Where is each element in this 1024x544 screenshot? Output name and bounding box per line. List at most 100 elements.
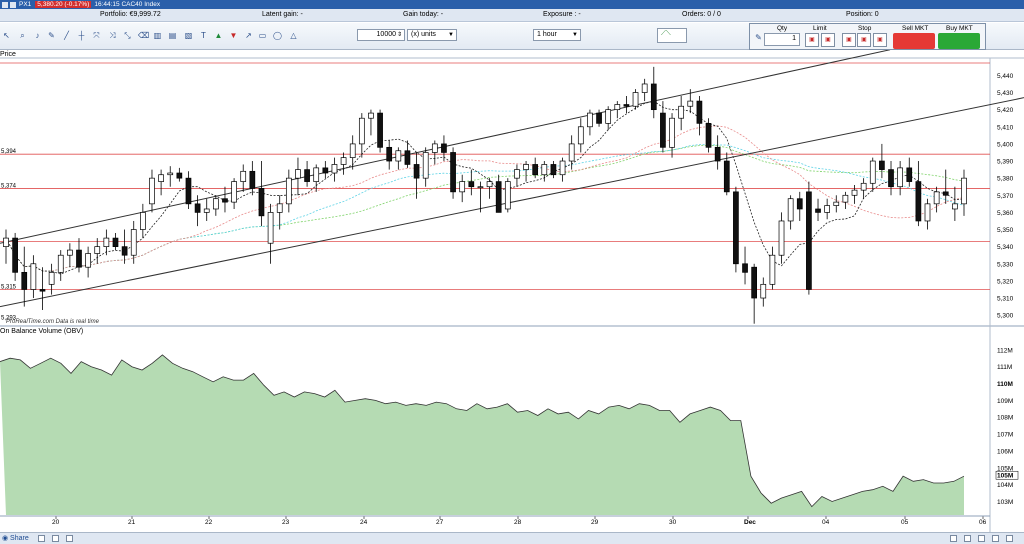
- candle-body: [431, 143, 438, 153]
- zoom-icon[interactable]: ⌕: [20, 31, 25, 40]
- candle-body: [714, 146, 721, 162]
- buy-market-button[interactable]: [938, 33, 980, 49]
- candle-body: [824, 205, 830, 213]
- candle-body: [504, 181, 511, 210]
- layout-icon[interactable]: [52, 535, 59, 542]
- quantity-input[interactable]: 10000 ⇕: [357, 29, 405, 41]
- left-level-tag: 5,394: [1, 149, 17, 155]
- segment-icon[interactable]: ╱: [64, 31, 69, 40]
- fan-icon[interactable]: ⤡: [124, 31, 131, 40]
- x-axis-tick-label: 28: [514, 519, 522, 526]
- rectangle-icon[interactable]: ▭: [258, 31, 267, 40]
- gann-icon[interactable]: ▧: [184, 31, 193, 40]
- cursor-icon[interactable]: ↗: [245, 31, 252, 40]
- obv-pane-label[interactable]: On Balance Volume (OBV): [0, 328, 84, 335]
- chart-type-icon: ⟋⟍: [661, 30, 671, 37]
- up-arrow-icon[interactable]: ▲: [214, 31, 223, 40]
- price-axis-tick-label: 5,310: [997, 296, 1014, 303]
- candle-body: [468, 181, 475, 188]
- candle-body: [167, 172, 174, 176]
- candle-body: [194, 203, 201, 213]
- obv-axis-tick-label: 108M: [997, 415, 1013, 422]
- window-icon[interactable]: [10, 1, 16, 8]
- price-axis-tick-label: 5,300: [997, 313, 1014, 320]
- candle-body: [632, 92, 639, 107]
- gain-today: Gain today: -: [403, 11, 444, 18]
- pencil-icon[interactable]: ✎: [48, 31, 55, 40]
- app-icon: [2, 1, 8, 8]
- qty-input[interactable]: 1: [764, 33, 800, 46]
- reset-zoom-icon[interactable]: [978, 535, 985, 542]
- candle-body: [377, 112, 383, 148]
- fit-icon[interactable]: [992, 535, 999, 542]
- trash-icon[interactable]: ▥: [153, 31, 162, 40]
- limit-buy-button[interactable]: ▣: [821, 33, 835, 47]
- x-axis-tick-label: 30: [669, 519, 677, 526]
- eraser-icon[interactable]: ⌫: [138, 31, 150, 40]
- limit-sell-button[interactable]: ▣: [805, 33, 819, 47]
- down-arrow-icon[interactable]: ▼: [229, 31, 238, 40]
- candle-body: [577, 126, 584, 145]
- pointer-icon[interactable]: ↖: [3, 31, 10, 40]
- candle-body: [495, 181, 502, 213]
- candle-body: [660, 112, 666, 148]
- candle-body: [76, 249, 82, 268]
- candle-body: [888, 169, 894, 188]
- timeframe-select[interactable]: 1 hour ▼: [533, 29, 581, 41]
- sell-mkt-label: Sell MKT: [902, 25, 929, 32]
- data-disclaimer: ProRealTime.com Data is real time: [6, 319, 99, 325]
- candle-body: [30, 263, 37, 290]
- text-icon[interactable]: T: [201, 31, 206, 40]
- units-select[interactable]: (x) units ▼: [407, 29, 457, 41]
- qty-value: 1: [792, 35, 796, 42]
- candle-body: [641, 83, 648, 93]
- candle-body: [267, 212, 274, 244]
- chart-type-button[interactable]: ⟋⟍: [657, 28, 687, 43]
- chevron-down-icon: ▼: [448, 32, 454, 38]
- price-pane-label[interactable]: Price: [0, 51, 16, 58]
- zoom-out-icon[interactable]: [950, 535, 957, 542]
- price-axis-tick-label: 5,410: [997, 124, 1014, 131]
- ellipse-icon[interactable]: ◯: [273, 31, 282, 40]
- stop-sell-button[interactable]: ▣: [842, 33, 856, 47]
- grid-icon[interactable]: [38, 535, 45, 542]
- candle-body: [477, 186, 484, 189]
- quantity-spinner-icon[interactable]: ⇕: [396, 32, 402, 38]
- price-pane-bg: [0, 59, 990, 325]
- candle-body: [386, 146, 393, 162]
- price-axis-tick-label: 5,350: [997, 227, 1014, 234]
- x-axis-tick-label: 04: [822, 519, 830, 526]
- scroll-bar[interactable]: [66, 535, 73, 542]
- obv-current-value-box: [995, 470, 1019, 480]
- candle-body: [833, 201, 840, 206]
- stop-buy-button[interactable]: ▣: [873, 33, 887, 47]
- zoom-in-icon[interactable]: [964, 535, 971, 542]
- candle-body: [897, 167, 903, 188]
- position-count[interactable]: Position: 0: [846, 11, 879, 18]
- candle-body: [231, 181, 237, 203]
- obv-axis-tick-label: 107M: [997, 432, 1013, 439]
- orders-count[interactable]: Orders: 0 / 0: [682, 11, 721, 18]
- left-level-tag: 5,374: [1, 183, 17, 189]
- trend-channel-lower: [0, 97, 1024, 308]
- latent-gain: Latent gain: -: [262, 11, 303, 18]
- sell-market-button[interactable]: [893, 33, 935, 49]
- alert-bell-icon[interactable]: ♪: [35, 31, 40, 40]
- obv-axis-tick-label: 109M: [997, 398, 1013, 405]
- trend-line-icon[interactable]: ⤧: [93, 31, 100, 40]
- share-button[interactable]: ◉ Share: [2, 535, 29, 542]
- stop-mid-button[interactable]: ▣: [857, 33, 871, 47]
- fibonacci-icon[interactable]: ▤: [168, 31, 177, 40]
- settings-icon[interactable]: [1006, 535, 1013, 542]
- candle-body: [121, 246, 128, 256]
- tools-icon[interactable]: ✎: [755, 33, 762, 42]
- candle-body: [787, 198, 794, 222]
- horizontal-line-icon[interactable]: ┼: [78, 31, 85, 40]
- obv-axis-tick-label: 111M: [997, 364, 1012, 371]
- triangle-icon[interactable]: △: [290, 31, 297, 40]
- candle-body: [605, 109, 612, 124]
- channel-icon[interactable]: ⤨: [109, 31, 116, 40]
- candle-body: [650, 83, 657, 111]
- candle-body: [815, 208, 821, 213]
